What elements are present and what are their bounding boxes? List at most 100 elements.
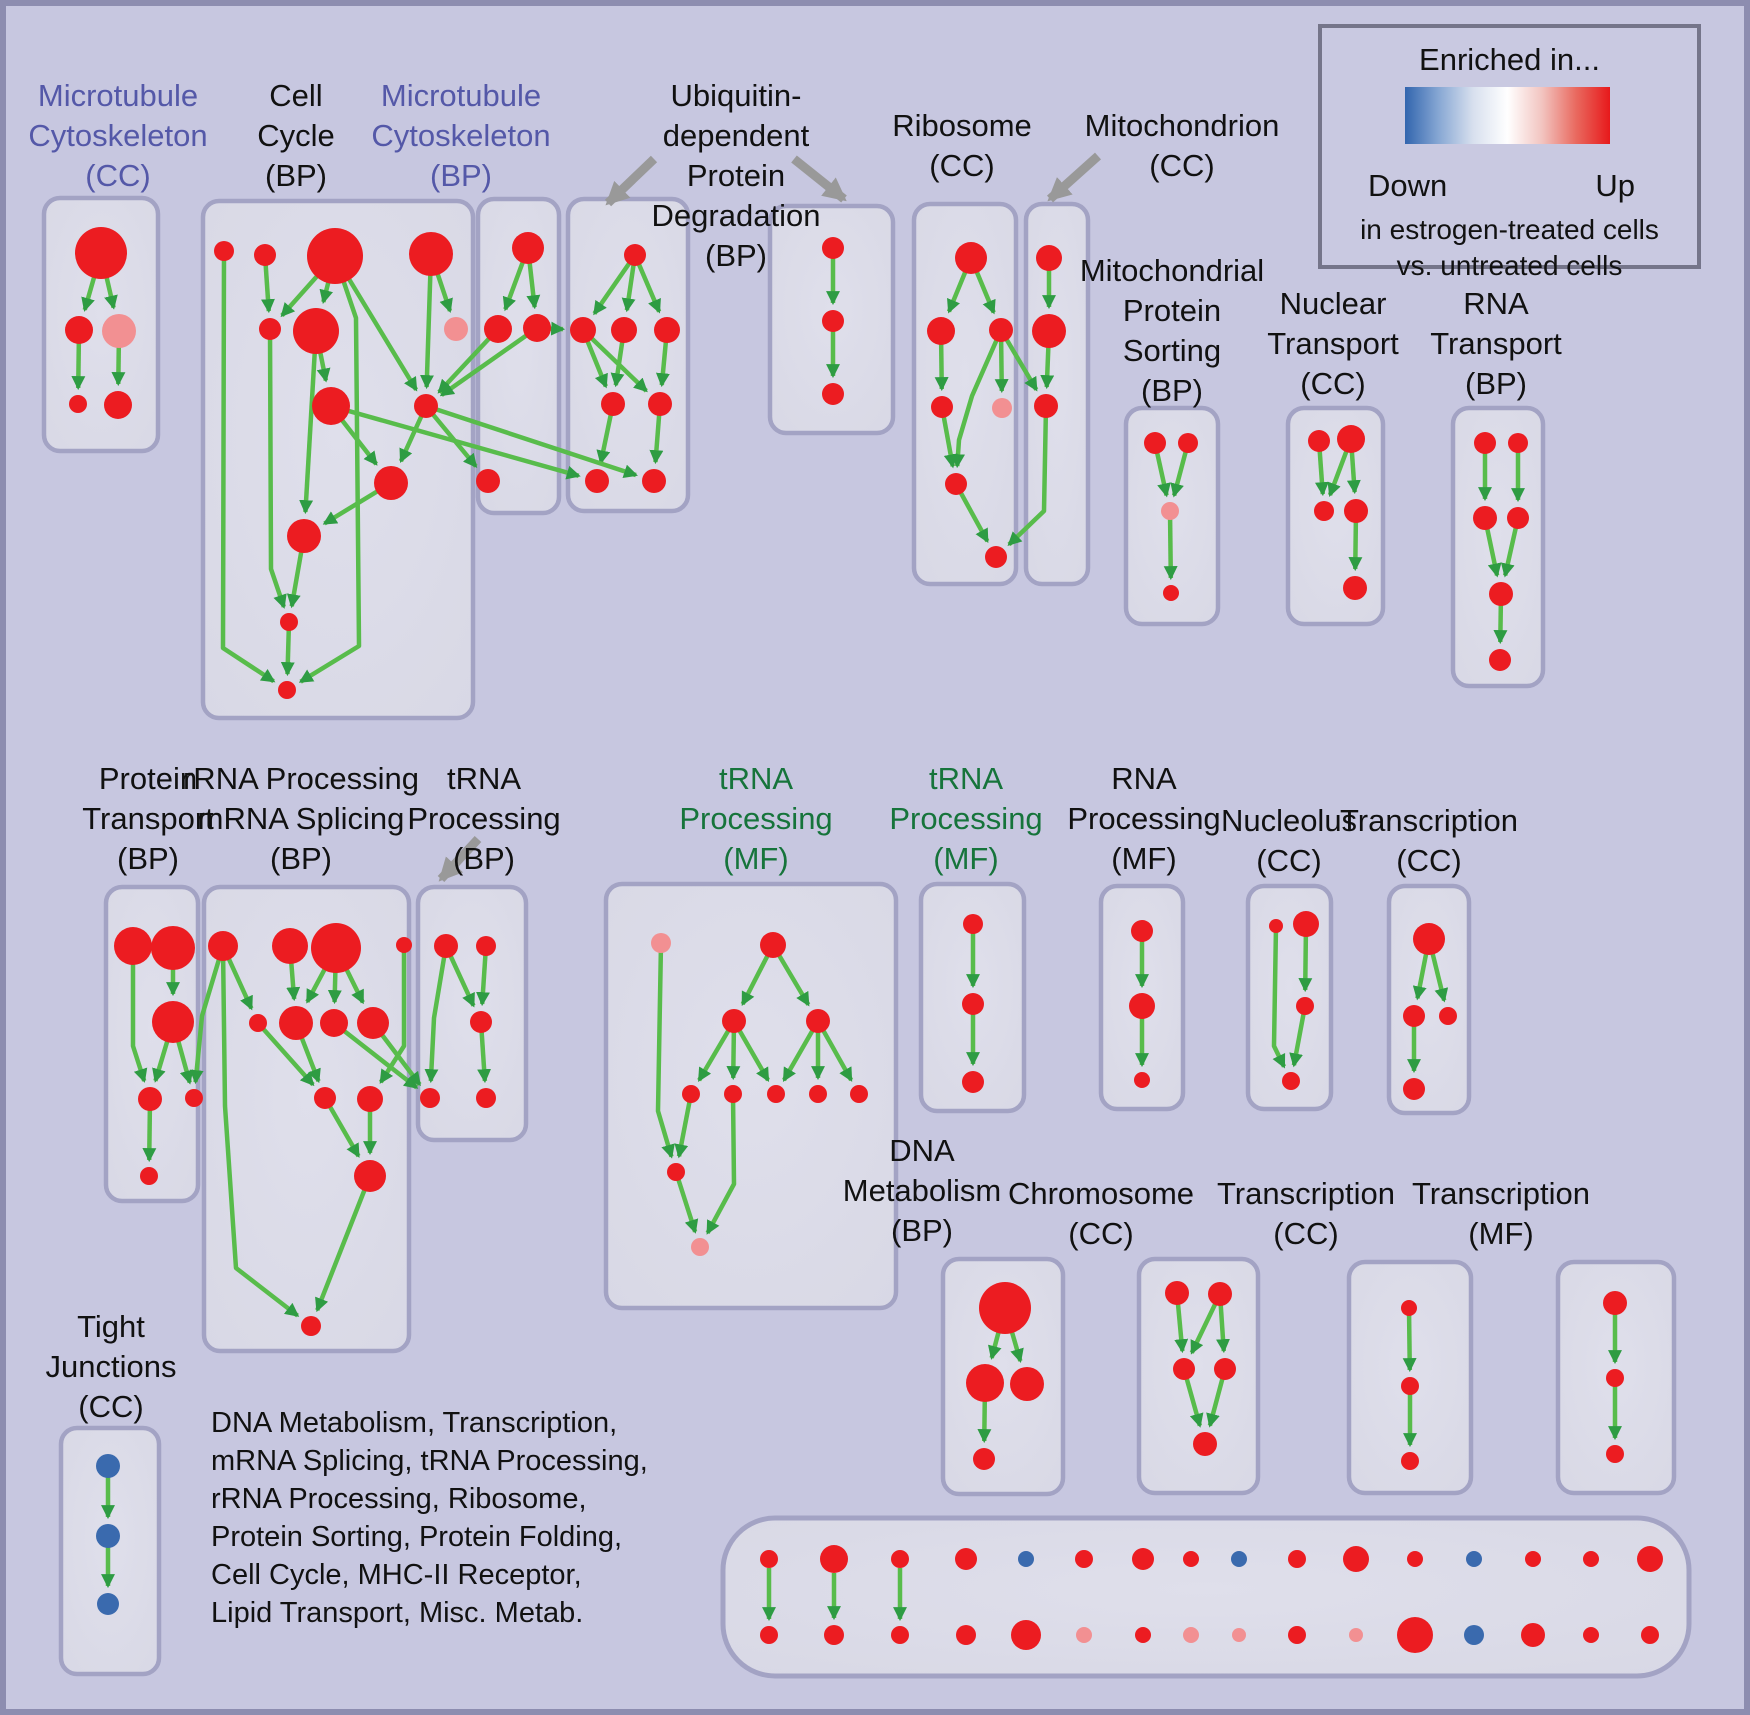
- go-term-node-rrna-mrna: [311, 923, 361, 973]
- cluster-label-line: (BP): [264, 158, 327, 193]
- go-term-node-trna-mf-1: [682, 1085, 700, 1103]
- cluster-box-mitochondrion: [1023, 201, 1091, 587]
- cluster-label-line: Tight: [77, 1309, 145, 1344]
- cluster-box-chromosome: [1136, 1256, 1261, 1496]
- cluster-label-line: Degradation: [651, 198, 821, 233]
- cluster-label-line: Processing: [1067, 801, 1221, 836]
- cluster-label-line: Processing: [889, 801, 1043, 836]
- go-term-node-ribosome: [927, 317, 955, 345]
- label-pointer-arrow: [791, 155, 847, 203]
- go-term-node-microtubule-cc: [65, 316, 93, 344]
- go-term-node-trna-mf-1: [722, 1009, 746, 1033]
- strip-node-bottom: [1011, 1620, 1041, 1650]
- go-term-node-trna-mf-1: [806, 1009, 830, 1033]
- go-term-node-chromosome: [1208, 1282, 1232, 1306]
- go-term-node-mito-sorting: [1178, 433, 1198, 453]
- go-term-node-transcription-cc-bot: [1401, 1377, 1419, 1395]
- note-line: Protein Sorting, Protein Folding,: [211, 1521, 623, 1553]
- strip-node-top: [760, 1550, 778, 1568]
- cluster-label-line: (CC): [1256, 843, 1322, 878]
- go-term-node-nuclear-transport: [1314, 501, 1334, 521]
- cluster-label-line: (BP): [452, 841, 515, 876]
- go-term-node-dna-metabolism: [979, 1282, 1031, 1334]
- edge: [424, 404, 478, 468]
- cluster-label-protein-transport: Protein Transport (BP): [82, 759, 214, 879]
- go-term-node-trna-mf-1: [809, 1085, 827, 1103]
- go-term-node-microtubule-bp: [523, 314, 551, 342]
- cluster-label-line: Chromosome: [1007, 1176, 1195, 1211]
- cluster-label-line: (BP): [891, 1213, 953, 1248]
- go-term-node-trna-mf-1: [850, 1085, 868, 1103]
- cluster-label-line: (BP): [116, 841, 179, 876]
- edge: [674, 1093, 694, 1159]
- strip-node-top: [1407, 1551, 1423, 1567]
- go-term-node-rrna-mrna: [208, 931, 238, 961]
- cluster-label-line: (BP): [1464, 366, 1527, 401]
- go-term-node-ribosome: [985, 546, 1007, 568]
- cluster-label-line: Protein: [1122, 293, 1222, 328]
- edge: [581, 328, 648, 393]
- edge: [1007, 405, 1049, 547]
- go-term-node-rna-processing: [1131, 920, 1153, 942]
- cluster-label-line: (CC): [1396, 843, 1462, 878]
- cluster-label-transcription-cc-mid: Transcription (CC): [1340, 801, 1518, 881]
- go-term-node-rrna-mrna: [314, 1087, 336, 1109]
- edge: [1289, 1005, 1308, 1068]
- strip-node-top: [1637, 1546, 1663, 1572]
- cluster-label-line: (MF): [933, 841, 999, 876]
- cluster-label-line: (CC): [929, 148, 995, 183]
- go-term-node-rrna-mrna: [249, 1014, 267, 1032]
- go-term-node-trna-bp: [476, 1088, 496, 1108]
- note-line: rRNA Processing, Ribosome,: [211, 1483, 587, 1515]
- go-term-node-rna-transport: [1489, 582, 1513, 606]
- cluster-label-line: (BP): [430, 158, 492, 193]
- go-term-node-cell-cycle: [409, 232, 453, 276]
- go-term-node-mito-sorting: [1163, 585, 1179, 601]
- go-term-node-protein-transport: [152, 1001, 194, 1043]
- strip-node-bottom: [891, 1626, 909, 1644]
- go-term-node-trna-bp: [434, 934, 458, 958]
- cluster-label-ribosome: Ribosome (CC): [892, 106, 1032, 186]
- cluster-label-line: (BP): [270, 841, 332, 876]
- strip-node-top: [820, 1545, 848, 1573]
- go-term-node-transcription-cc-bot: [1401, 1300, 1417, 1316]
- network-canvas: [41, 152, 1692, 1679]
- cluster-label-line: (BP): [705, 238, 767, 273]
- go-term-node-trna-mf-1: [724, 1085, 742, 1103]
- go-term-node-rna-transport: [1489, 649, 1511, 671]
- go-term-node-tight-junctions: [96, 1454, 120, 1478]
- go-term-node-ubiquitin-1: [654, 317, 680, 343]
- cluster-label-mito-sorting: Mitochondrial Protein Sorting (BP): [1080, 251, 1264, 411]
- go-term-node-cell-cycle: [444, 317, 468, 341]
- legend-subtitle-1: in estrogen-treated cells: [1360, 214, 1659, 245]
- go-term-node-microtubule-cc: [104, 391, 132, 419]
- cluster-label-line: rRNA Processing: [182, 761, 420, 796]
- go-term-node-microtubule-bp: [512, 232, 544, 264]
- cluster-label-line: Processing: [679, 801, 833, 836]
- edge: [951, 329, 1004, 469]
- go-term-node-rrna-mrna: [357, 1086, 383, 1112]
- go-term-node-microtubule-cc: [75, 227, 127, 279]
- cluster-label-line: RNA: [1463, 286, 1529, 321]
- go-term-node-transcription-cc-bot: [1401, 1452, 1419, 1470]
- go-term-node-nuclear-transport: [1344, 499, 1368, 523]
- edge: [437, 327, 500, 394]
- cluster-label-chromosome: Chromosome (CC): [1008, 1174, 1194, 1254]
- cluster-label-line: Ribosome: [892, 108, 1032, 143]
- go-term-node-transcription-mf: [1603, 1291, 1627, 1315]
- go-term-node-cell-cycle: [254, 244, 276, 266]
- go-term-node-rna-processing: [1129, 993, 1155, 1019]
- cluster-label-line: (BP): [1141, 373, 1203, 408]
- go-term-node-rrna-mrna: [272, 928, 308, 964]
- strip-node-top: [1075, 1550, 1093, 1568]
- cluster-label-line: (CC): [1300, 366, 1366, 401]
- strip-node-bottom: [1183, 1627, 1199, 1643]
- cluster-label-tight-junctions: Tight Junctions (CC): [46, 1307, 177, 1427]
- cluster-label-line: (CC): [1273, 1216, 1339, 1251]
- go-term-node-chromosome: [1173, 1358, 1195, 1380]
- edge: [315, 1175, 373, 1313]
- go-term-node-transcription-cc-mid: [1403, 1078, 1425, 1100]
- go-term-node-cell-cycle: [312, 387, 350, 425]
- edge: [256, 1021, 315, 1087]
- strip-node-bottom: [1464, 1625, 1484, 1645]
